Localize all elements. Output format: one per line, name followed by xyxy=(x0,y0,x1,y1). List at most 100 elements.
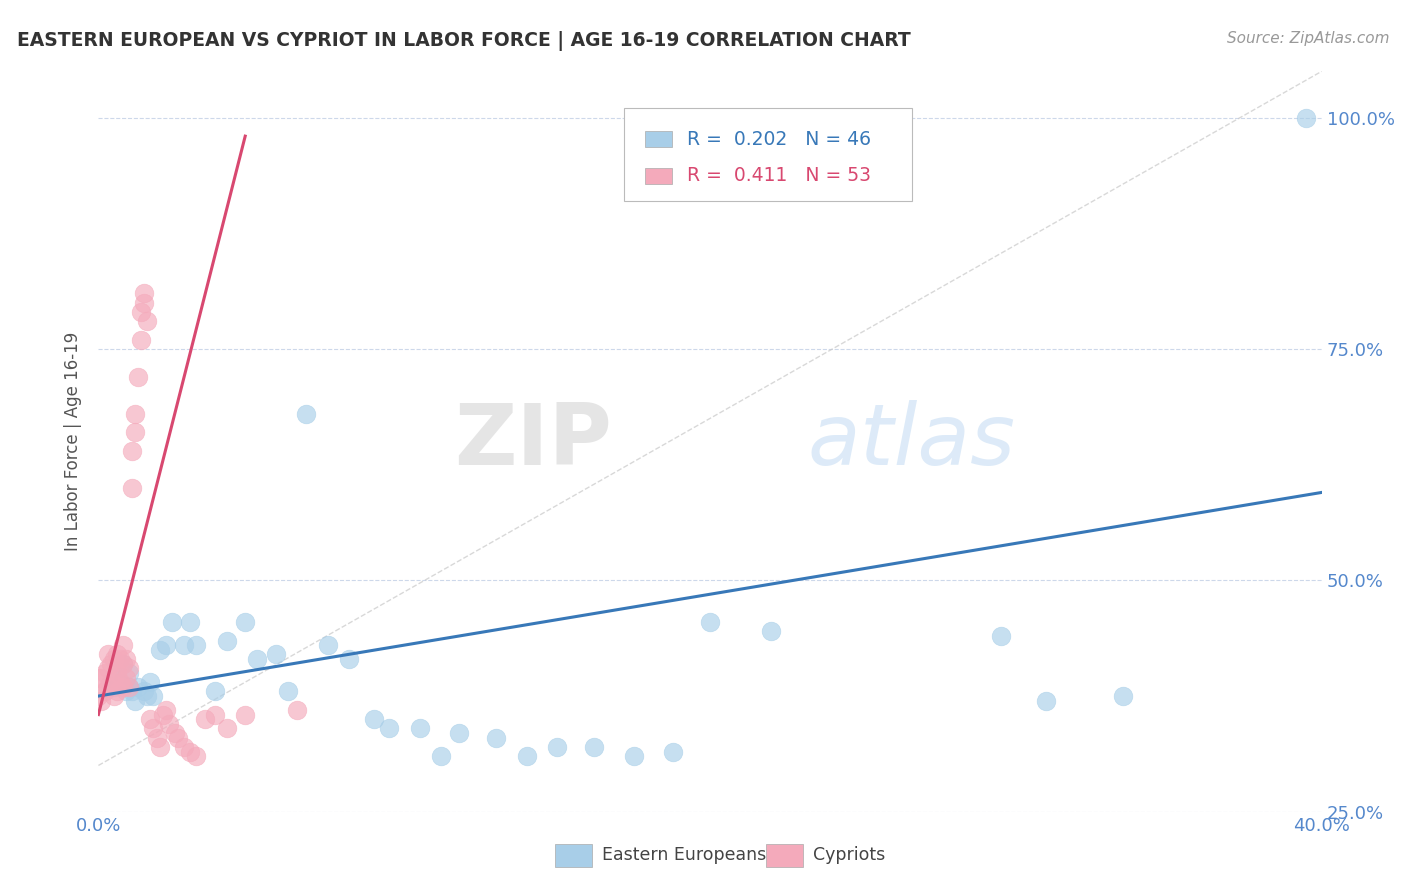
Point xyxy=(87,671,110,685)
Point xyxy=(378,722,401,736)
Point xyxy=(149,739,172,754)
Point xyxy=(124,425,146,440)
Point xyxy=(759,624,782,639)
Point xyxy=(97,661,120,675)
Point xyxy=(142,689,165,703)
Point xyxy=(100,657,122,671)
Point xyxy=(662,745,685,759)
Point xyxy=(233,615,256,629)
Point xyxy=(108,675,131,690)
Point xyxy=(103,680,125,694)
Point xyxy=(152,707,174,722)
Text: EASTERN EUROPEAN VS CYPRIOT IN LABOR FORCE | AGE 16-19 CORRELATION CHART: EASTERN EUROPEAN VS CYPRIOT IN LABOR FOR… xyxy=(17,31,911,51)
Point xyxy=(264,648,287,662)
Point xyxy=(194,712,217,726)
Text: Source: ZipAtlas.com: Source: ZipAtlas.com xyxy=(1226,31,1389,46)
Point xyxy=(97,680,120,694)
Point xyxy=(93,665,115,680)
Point xyxy=(215,633,238,648)
Point xyxy=(103,689,125,703)
Point xyxy=(97,648,120,662)
Point xyxy=(408,722,430,736)
Point xyxy=(485,731,508,745)
Point xyxy=(295,407,318,421)
Point xyxy=(118,665,141,680)
Point xyxy=(129,305,152,319)
Point xyxy=(623,749,645,764)
Point xyxy=(121,443,143,458)
Point xyxy=(90,671,112,685)
Point xyxy=(145,731,167,745)
Point xyxy=(233,707,256,722)
Point xyxy=(105,648,128,662)
Y-axis label: In Labor Force | Age 16-19: In Labor Force | Age 16-19 xyxy=(65,332,83,551)
Text: atlas: atlas xyxy=(808,400,1017,483)
Point xyxy=(111,680,134,694)
Point xyxy=(136,689,159,703)
Point xyxy=(1295,111,1317,125)
Point xyxy=(990,629,1012,643)
Point xyxy=(90,694,112,708)
Point xyxy=(246,652,269,666)
Point xyxy=(134,684,156,698)
Point xyxy=(173,638,195,652)
Point xyxy=(105,665,128,680)
Point xyxy=(430,749,453,764)
FancyBboxPatch shape xyxy=(645,131,672,147)
Point xyxy=(129,333,152,347)
Point xyxy=(1035,694,1057,708)
Point xyxy=(167,731,190,745)
Point xyxy=(118,680,141,694)
Point xyxy=(163,726,186,740)
Text: R =  0.202   N = 46: R = 0.202 N = 46 xyxy=(686,130,870,149)
Point xyxy=(160,615,183,629)
FancyBboxPatch shape xyxy=(624,109,912,201)
Point xyxy=(449,726,471,740)
Point xyxy=(179,615,201,629)
Point xyxy=(134,286,156,301)
Point xyxy=(127,680,149,694)
Point xyxy=(316,638,339,652)
Point xyxy=(186,638,208,652)
Point xyxy=(103,671,125,685)
Point xyxy=(1112,689,1135,703)
Point xyxy=(118,680,141,694)
Point xyxy=(139,675,162,690)
Point xyxy=(121,481,143,495)
Point xyxy=(115,652,138,666)
Point xyxy=(118,661,141,675)
Point xyxy=(142,722,165,736)
Point xyxy=(127,369,149,384)
Text: ZIP: ZIP xyxy=(454,400,612,483)
Point xyxy=(155,638,177,652)
Point xyxy=(111,657,134,671)
Point xyxy=(699,615,721,629)
Point xyxy=(173,739,195,754)
Point xyxy=(103,671,125,685)
Point xyxy=(115,671,138,685)
Point xyxy=(546,739,568,754)
Point xyxy=(105,684,128,698)
Point xyxy=(108,675,131,690)
Point xyxy=(103,652,125,666)
Point xyxy=(108,652,131,666)
Point xyxy=(134,295,156,310)
Point xyxy=(93,684,115,698)
Point xyxy=(179,745,201,759)
Point xyxy=(155,703,177,717)
Point xyxy=(204,684,226,698)
Point xyxy=(516,749,538,764)
Point xyxy=(337,652,360,666)
Point xyxy=(87,689,110,703)
Text: Cypriots: Cypriots xyxy=(813,847,884,864)
Point xyxy=(204,707,226,722)
Point xyxy=(121,684,143,698)
Text: R =  0.411   N = 53: R = 0.411 N = 53 xyxy=(686,167,870,186)
Point xyxy=(186,749,208,764)
Point xyxy=(149,642,172,657)
Point xyxy=(582,739,605,754)
Point xyxy=(124,407,146,421)
Point xyxy=(115,684,138,698)
Point xyxy=(124,694,146,708)
Point xyxy=(139,712,162,726)
